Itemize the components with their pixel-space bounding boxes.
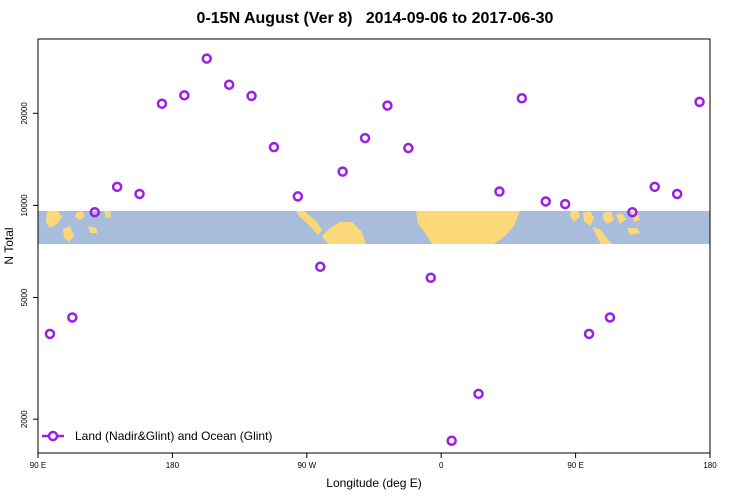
land-mass — [631, 211, 640, 222]
land-mass — [63, 226, 74, 242]
data-point — [67, 312, 78, 323]
data-point — [694, 96, 705, 108]
y-tick-label: 10000 — [20, 194, 29, 217]
y-tick-label: 2000 — [20, 410, 29, 428]
x-tick-label: 180 — [166, 461, 180, 470]
land-mass — [322, 222, 366, 244]
land-mass — [616, 213, 626, 224]
data-point — [337, 166, 348, 177]
data-point — [494, 186, 505, 197]
data-point — [359, 132, 371, 144]
data-point — [111, 181, 123, 193]
data-point — [583, 328, 595, 340]
land-mass — [75, 211, 85, 220]
x-axis-label: Longitude (deg E) — [326, 476, 421, 490]
data-point — [604, 312, 616, 323]
x-tick-label: 180 — [703, 461, 717, 470]
data-point — [516, 93, 528, 104]
data-point — [403, 142, 414, 154]
data-point — [156, 98, 168, 109]
land-mass — [416, 211, 520, 244]
y-tick-label: 20000 — [20, 102, 29, 125]
data-point — [559, 198, 571, 210]
data-point — [44, 328, 56, 340]
land-mass — [570, 211, 580, 222]
data-point — [314, 261, 326, 273]
y-axis-label: N Total — [2, 227, 16, 264]
data-point — [446, 435, 457, 446]
x-tick-label: 90 W — [297, 461, 316, 470]
y-axis: 2000 5000 10000 20000 — [20, 102, 38, 428]
plot-frame — [37, 38, 711, 454]
legend-label: Land (Nadir&Glint) and Ocean (Glint) — [75, 429, 272, 443]
data-point — [268, 141, 280, 153]
data-point — [89, 206, 100, 218]
data-point — [649, 181, 660, 193]
land-mass — [603, 211, 614, 224]
data-point — [292, 191, 304, 202]
legend: Land (Nadir&Glint) and Ocean (Glint) — [42, 429, 272, 443]
land-mass — [583, 211, 594, 226]
land-mass — [88, 226, 98, 233]
background-map — [38, 211, 710, 244]
data-point — [223, 79, 235, 91]
chart-title: 0-15N August (Ver 8) 2014-09-06 to 2017-… — [196, 10, 554, 27]
x-tick-label: 90 E — [567, 461, 583, 470]
land-mass — [296, 211, 322, 235]
data-point — [671, 188, 683, 200]
land-mass — [104, 211, 111, 218]
legend-marker-swatch — [47, 430, 59, 442]
x-axis: 90 E 180 90 W 0 90 E 180 — [30, 453, 717, 470]
y-tick-label: 5000 — [20, 288, 29, 306]
x-tick-label: 0 — [439, 461, 444, 470]
land-mass — [46, 211, 62, 228]
data-points — [44, 53, 705, 446]
data-point — [246, 90, 257, 102]
data-point — [473, 388, 484, 400]
data-point — [425, 272, 436, 283]
data-point — [382, 100, 393, 111]
land-mass — [627, 228, 640, 235]
x-tick-label: 90 E — [30, 461, 46, 470]
data-point — [627, 206, 638, 218]
data-point — [179, 90, 190, 101]
data-point — [201, 53, 212, 64]
data-point — [134, 188, 145, 200]
land-mass — [592, 227, 612, 244]
data-point — [540, 196, 551, 207]
